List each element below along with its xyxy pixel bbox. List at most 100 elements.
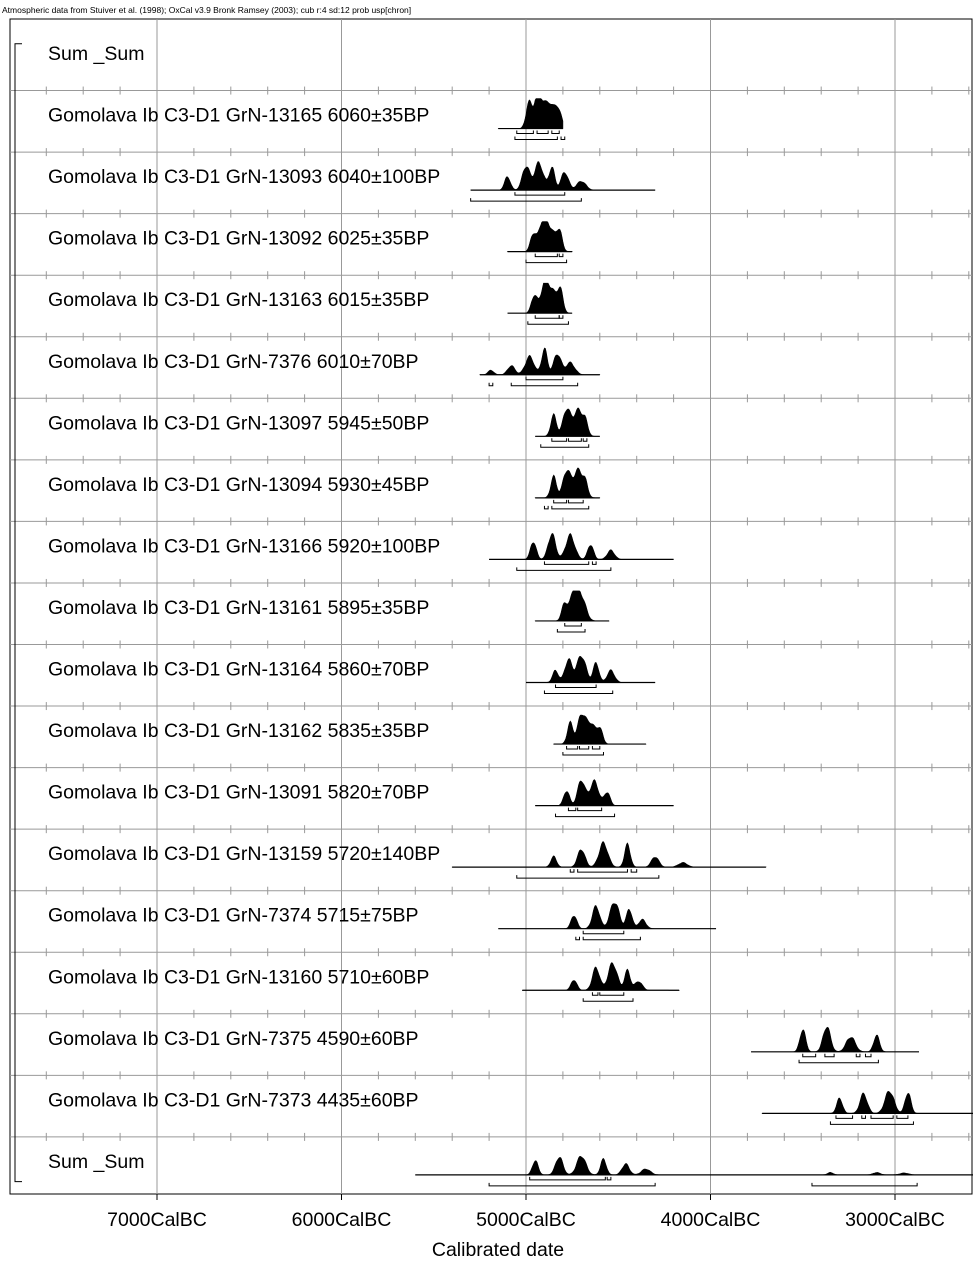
plot-row: Gomolava Ib C3-D1 GrN-7374 5715±75BP (48, 903, 717, 941)
hpd-95-bracket (582, 998, 634, 1002)
plot-row: Gomolava Ib C3-D1 GrN-7376 6010±70BP (48, 347, 601, 387)
row-label: Gomolava Ib C3-D1 GrN-13164 5860±70BP (48, 659, 429, 681)
row-label: Sum _Sum (48, 43, 144, 65)
probability-distribution (761, 1090, 973, 1114)
probability-distribution (534, 590, 610, 622)
hpd-68-bracket (582, 930, 625, 935)
hpd-68-bracket (861, 1115, 866, 1119)
hpd-68-bracket (529, 1176, 606, 1181)
hpd-68-bracket (870, 1115, 894, 1119)
plot-row: Gomolava Ib C3-D1 GrN-7375 4590±60BP (48, 1026, 919, 1064)
hpd-68-bracket (551, 130, 560, 135)
probability-distribution (479, 347, 601, 376)
hpd-68-bracket (864, 1053, 872, 1058)
plot-row: Gomolava Ib C3-D1 GrN-13161 5895±35BP (48, 590, 610, 633)
plot-row: Gomolava Ib C3-D1 GrN-13097 5945±50BP (48, 407, 600, 448)
row-label: Gomolava Ib C3-D1 GrN-13161 5895±35BP (48, 597, 429, 619)
chart-header-note: Atmospheric data from Stuiver et al. (19… (2, 5, 411, 15)
plot-row: Gomolava Ib C3-D1 GrN-13163 6015±35BP (48, 282, 573, 325)
x-tick-label: 6000CalBC (292, 1209, 392, 1231)
hpd-68-bracket (555, 684, 597, 688)
hpd-95-bracket (488, 1182, 656, 1187)
hpd-95-bracket (543, 505, 549, 510)
hpd-68-bracket (591, 746, 601, 750)
plot-row: Gomolava Ib C3-D1 GrN-13165 6060±35BP (48, 98, 566, 141)
row-label: Gomolava Ib C3-D1 GrN-7373 4435±60BP (48, 1089, 419, 1111)
hpd-95-bracket (551, 505, 590, 510)
hpd-95-bracket (562, 752, 604, 756)
probability-distribution (507, 282, 573, 314)
plot-row: Gomolava Ib C3-D1 GrN-13093 6040±100BP (48, 161, 656, 202)
hpd-68-bracket (567, 438, 582, 442)
probability-distribution (451, 841, 767, 868)
probability-distribution (498, 903, 717, 929)
probability-distribution (535, 779, 674, 806)
x-tick-label: 3000CalBC (845, 1209, 945, 1231)
x-axis-title: Calibrated date (432, 1239, 564, 1261)
probability-distribution (506, 221, 573, 252)
plot-row: Gomolava Ib C3-D1 GrN-13159 5720±140BP (48, 841, 767, 879)
x-tick-label: 7000CalBC (107, 1209, 207, 1231)
hpd-68-bracket (577, 869, 628, 873)
row-label: Gomolava Ib C3-D1 GrN-13160 5710±60BP (48, 966, 429, 988)
hpd-68-bracket (566, 746, 579, 750)
plot-rows: Sum _Sum Gomolava Ib C3-D1 GrN-13165 6060… (48, 43, 973, 1187)
row-label: Gomolava Ib C3-D1 GrN-13163 6015±35BP (48, 289, 429, 311)
row-label: Gomolava Ib C3-D1 GrN-13162 5835±35BP (48, 720, 429, 742)
hpd-68-bracket (802, 1053, 817, 1058)
plot-row: Gomolava Ib C3-D1 GrN-13092 6025±35BP (48, 221, 573, 264)
plot-frame (9, 18, 973, 1195)
hpd-95-bracket (516, 567, 612, 571)
hpd-95-bracket (543, 690, 614, 694)
row-label: Sum _Sum (48, 1151, 144, 1173)
hpd-68-bracket (558, 315, 564, 319)
hpd-68-bracket (582, 438, 588, 442)
hpd-95-bracket (560, 136, 566, 141)
x-axis: 7000CalBC 6000CalBC 5000CalBC 4000CalBC 3000… (107, 1194, 945, 1231)
hpd-68-bracket (534, 315, 560, 319)
row-label: Gomolava Ib C3-D1 GrN-13159 5720±140BP (48, 843, 440, 865)
plot-row: Gomolava Ib C3-D1 GrN-13094 5930±45BP (48, 467, 601, 510)
hpd-68-bracket (896, 1115, 909, 1119)
row-label: Gomolava Ib C3-D1 GrN-7374 5715±75BP (48, 905, 419, 927)
sum-bracket (14, 43, 22, 1183)
hpd-95-bracket (798, 1059, 879, 1064)
hpd-68-bracket (564, 622, 582, 627)
probability-distribution (553, 714, 647, 745)
plot-row: Gomolava Ib C3-D1 GrN-7373 4435±60BP (48, 1089, 973, 1125)
row-label: Gomolava Ib C3-D1 GrN-13166 5920±100BP (48, 535, 440, 557)
x-tick-label: 5000CalBC (476, 1209, 576, 1231)
hpd-68-bracket (525, 376, 564, 381)
hpd-95-bracket (510, 382, 579, 387)
hpd-68-bracket (577, 807, 603, 812)
row-label: Gomolava Ib C3-D1 GrN-13092 6025±35BP (48, 228, 429, 250)
hpd-68-bracket (591, 992, 599, 996)
hpd-68-bracket (606, 1176, 612, 1181)
hpd-95-bracket (582, 936, 641, 941)
probability-distribution (751, 1026, 919, 1053)
hpd-68-bracket (630, 869, 638, 873)
hpd-68-bracket (569, 869, 575, 873)
hpd-68-bracket (551, 438, 568, 442)
hpd-95-bracket (488, 382, 494, 387)
hpd-95-bracket (516, 875, 660, 879)
probability-distribution (526, 655, 656, 683)
row-label: Gomolava Ib C3-D1 GrN-13091 5820±70BP (48, 782, 429, 804)
plot-row: Gomolava Ib C3-D1 GrN-13164 5860±70BP (48, 655, 656, 694)
row-label: Gomolava Ib C3-D1 GrN-13094 5930±45BP (48, 474, 429, 496)
plot-row: Gomolava Ib C3-D1 GrN-13162 5835±35BP (48, 714, 647, 756)
hpd-68-bracket (824, 1053, 835, 1058)
row-label: Gomolava Ib C3-D1 GrN-13165 6060±35BP (48, 105, 429, 127)
row-label: Gomolava Ib C3-D1 GrN-7375 4590±60BP (48, 1028, 419, 1050)
hpd-95-bracket (575, 936, 581, 941)
row-label: Gomolava Ib C3-D1 GrN-13097 5945±50BP (48, 412, 429, 434)
hpd-68-bracket (553, 499, 568, 504)
hpd-95-bracket (540, 444, 590, 448)
probability-distribution (489, 532, 674, 560)
hpd-95-bracket (470, 198, 582, 202)
hpd-95-bracket (811, 1182, 918, 1187)
hpd-95-bracket (525, 259, 568, 264)
hpd-68-bracket (536, 130, 549, 135)
row-label: Gomolava Ib C3-D1 GrN-7376 6010±70BP (48, 351, 419, 373)
